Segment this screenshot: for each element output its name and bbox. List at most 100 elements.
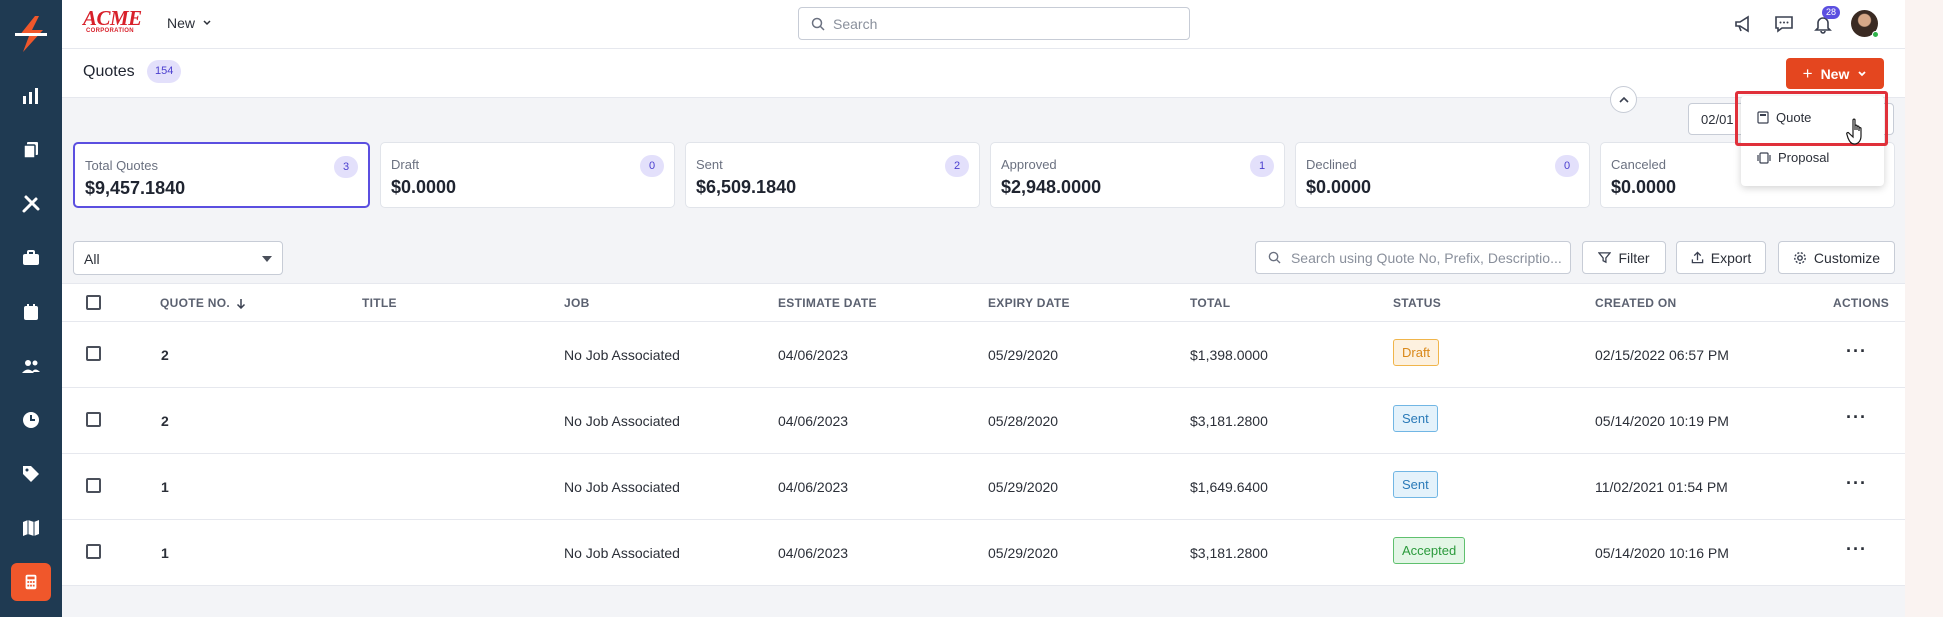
status-badge: Sent [1393,471,1438,498]
search-icon [1268,251,1281,264]
column-header-status[interactable]: STATUS [1393,296,1442,310]
gear-icon [1794,251,1806,264]
page-title: Quotes [83,63,135,80]
global-search[interactable] [798,7,1190,40]
notification-badge: 28 [1822,6,1841,19]
new-quote-button[interactable]: + New [1786,58,1884,89]
filter-button[interactable]: Filter [1582,241,1666,274]
chat-icon [1775,16,1793,33]
sidebar-item-time[interactable] [0,398,62,442]
brand-logo[interactable]: ACME CORPORATION [83,8,142,35]
row-actions-button[interactable]: ··· [1846,341,1867,361]
card-value: $0.0000 [1306,177,1372,197]
summary-card-draft[interactable]: Draft $0.0000 0 [380,142,675,208]
column-header-quote-no[interactable]: QUOTE NO. [160,296,246,310]
row-checkbox[interactable] [86,412,101,427]
row-actions-button[interactable]: ··· [1846,539,1867,559]
quote-number[interactable]: 1 [161,545,169,561]
dropdown-item-proposal[interactable]: Proposal [1757,150,1829,165]
new-button-label: New [1820,65,1850,82]
sidebar-item-tools[interactable] [0,182,62,226]
sidebar-item-map[interactable] [0,506,62,550]
top-new-menu[interactable]: New [167,15,212,31]
dropdown-item-label: Proposal [1778,150,1830,165]
quotes-table: QUOTE NO. TITLE JOB ESTIMATE DATE EXPIRY… [62,283,1905,586]
export-button[interactable]: Export [1676,241,1766,274]
quote-job: No Job Associated [564,413,680,429]
sidebar-item-pricing[interactable] [0,452,62,496]
app-logo-icon[interactable] [11,14,51,54]
expiry-date: 05/28/2020 [988,413,1059,429]
table-search[interactable] [1255,241,1571,274]
select-all-checkbox[interactable] [86,295,101,310]
table-search-input[interactable] [1290,249,1570,266]
row-actions-button[interactable]: ··· [1846,473,1867,493]
expiry-date: 05/29/2020 [988,479,1059,495]
summary-card-declined[interactable]: Declined $0.0000 0 [1295,142,1590,208]
global-search-input[interactable] [833,15,1173,32]
column-header-title[interactable]: TITLE [362,296,397,310]
hand-cursor-icon [1846,118,1862,145]
row-checkbox[interactable] [86,544,101,559]
column-header-created-on[interactable]: CREATED ON [1595,296,1677,310]
briefcase-icon [23,250,39,265]
row-checkbox[interactable] [86,346,101,361]
brand-name: ACME [83,6,142,30]
column-label: QUOTE NO. [160,296,231,310]
card-count-badge: 3 [334,156,358,178]
estimate-date: 04/06/2023 [778,347,849,363]
card-value: $0.0000 [1611,177,1677,197]
row-actions-button[interactable]: ··· [1846,407,1867,427]
sidebar-item-calendar[interactable] [0,290,62,334]
column-header-expiry-date[interactable]: EXPIRY DATE [988,296,1070,310]
column-header-job[interactable]: JOB [564,296,590,310]
sidebar-item-reports[interactable] [0,74,62,118]
filter-icon [1598,252,1612,264]
summary-card-approved[interactable]: Approved $2,948.0000 1 [990,142,1285,208]
column-header-total[interactable]: TOTAL [1190,296,1231,310]
expiry-date: 05/29/2020 [988,545,1059,561]
search-icon [811,17,825,31]
summary-card-total[interactable]: Total Quotes $9,457.1840 3 [73,142,370,208]
card-value: $2,948.0000 [1001,177,1102,197]
card-label: Draft [391,157,420,172]
table-row[interactable]: 2 No Job Associated 04/06/2023 05/28/202… [62,388,1905,454]
quote-job: No Job Associated [564,545,680,561]
messages-button[interactable] [1772,12,1796,36]
calendar-icon [24,304,38,320]
card-label: Total Quotes [85,158,158,173]
created-on: 11/02/2021 01:54 PM [1595,479,1728,495]
quote-number[interactable]: 2 [161,347,169,363]
upload-icon [1691,251,1704,264]
status-badge: Accepted [1393,537,1466,564]
sidebar-item-documents[interactable] [0,128,62,172]
card-label: Approved [1001,157,1057,172]
card-value: $0.0000 [391,177,457,197]
announcements-button[interactable] [1731,12,1755,36]
card-count-badge: 2 [945,155,969,177]
status-badge: Sent [1393,405,1438,432]
calculator-icon [1757,111,1769,124]
card-value: $9,457.1840 [85,178,186,198]
quote-total: $3,181.2800 [1190,413,1268,429]
table-row[interactable]: 2 No Job Associated 04/06/2023 05/29/202… [62,322,1905,388]
megaphone-icon [1735,15,1749,33]
table-row[interactable]: 1 No Job Associated 04/06/2023 05/29/202… [62,454,1905,520]
quote-number[interactable]: 2 [161,413,169,429]
dropdown-item-quote[interactable]: Quote [1757,110,1811,125]
row-checkbox[interactable] [86,478,101,493]
column-header-estimate-date[interactable]: ESTIMATE DATE [778,296,877,310]
clock-icon [23,412,39,428]
quote-number[interactable]: 1 [161,479,169,495]
sidebar-item-contacts[interactable] [0,344,62,388]
sidebar-item-jobs[interactable] [0,236,62,280]
table-row[interactable]: 1 No Job Associated 04/06/2023 05/29/202… [62,520,1905,586]
estimate-date: 04/06/2023 [778,413,849,429]
sidebar-item-quotes[interactable] [11,563,51,601]
status-filter-value: All [84,251,100,267]
customize-button[interactable]: Customize [1778,241,1895,274]
summary-card-sent[interactable]: Sent $6,509.1840 2 [685,142,980,208]
estimate-date: 04/06/2023 [778,545,849,561]
status-filter-select[interactable]: All [73,241,283,275]
collapse-summary-button[interactable] [1610,86,1637,113]
